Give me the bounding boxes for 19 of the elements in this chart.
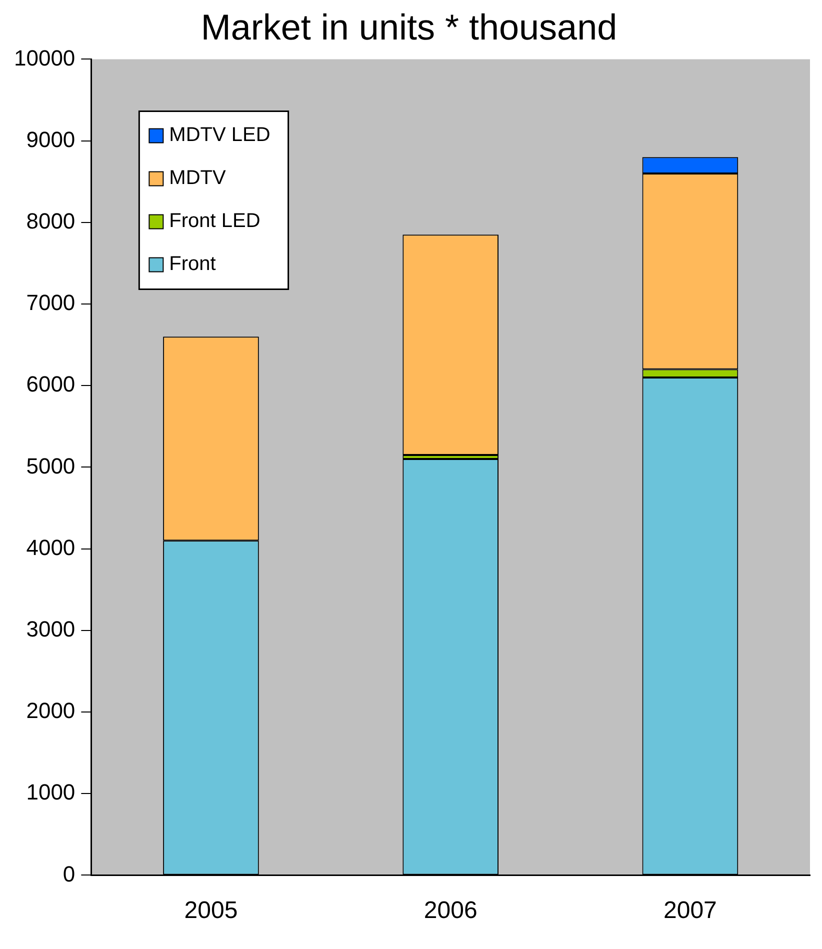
y-tick-label: 8000	[26, 208, 76, 234]
legend-label: Front	[169, 253, 216, 276]
chart-title: Market in units * thousand	[200, 6, 618, 48]
y-tick-label: 1000	[26, 780, 76, 805]
x-tick-label: 2005	[184, 897, 238, 924]
legend-label: MDTV LED	[169, 124, 270, 146]
y-tick-label: 4000	[26, 534, 76, 560]
y-tick-label: 5000	[26, 453, 76, 478]
y-tick-label: 6000	[26, 372, 76, 397]
legend-label: Front LED	[169, 210, 260, 232]
x-tick-label: 2007	[664, 897, 717, 924]
y-tick-label: 3000	[26, 616, 76, 642]
y-tick-label: 9000	[26, 126, 76, 152]
y-tick-label: 10000	[14, 45, 76, 70]
legend-label: MDTV	[169, 167, 226, 190]
y-tick-label: 2000	[26, 698, 76, 724]
x-tick-label: 2006	[424, 897, 478, 924]
y-tick-label: 0	[62, 861, 76, 886]
y-tick-label: 7000	[26, 290, 76, 316]
